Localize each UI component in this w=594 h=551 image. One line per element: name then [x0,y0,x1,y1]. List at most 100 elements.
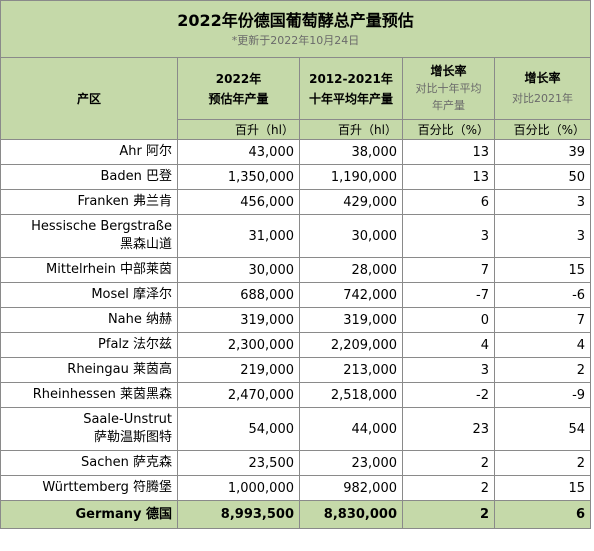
average-cell: 429,000 [299,189,403,215]
header-average-line2: 十年平均年产量 [308,91,393,106]
growth-10yr-cell: 3 [402,357,495,383]
estimate-cell: 43,000 [177,139,300,165]
table-row: Mosel 摩泽尔 688,000 742,000 -7 -6 [0,282,592,308]
growth-2021-cell: 54 [493,407,592,451]
table-row: Saale-Unstrut 萨勒温斯图特 54,000 44,000 23 54 [0,407,592,451]
header-growth-10yr-line1: 增长率 [430,64,467,78]
header-estimate-line1: 2022年 [215,71,262,86]
growth-2021-cell: 39 [493,139,592,165]
average-cell: 2,209,000 [299,332,403,358]
table-row: Rheingau 莱茵高 219,000 213,000 3 2 [0,357,592,383]
growth-10yr-cell: -2 [402,382,495,408]
growth-10yr-cell: 3 [402,214,495,258]
header-average-line1: 2012-2021年 [309,71,393,86]
table-title: 2022年份德国葡萄酵总产量预估 [177,11,414,30]
table-row: Ahr 阿尔 43,000 38,000 13 39 [0,139,592,165]
estimate-cell: 456,000 [177,189,300,215]
region-cell: Sachen 萨克森 [0,450,178,476]
average-cell: 44,000 [299,407,403,451]
table-row: Rheinhessen 莱茵黑森 2,470,000 2,518,000 -2 … [0,382,592,408]
estimate-cell: 2,470,000 [177,382,300,408]
header-growth-10yr-line2: 对比十年平均 [415,82,482,95]
estimate-cell: 23,500 [177,450,300,476]
growth-2021-cell: 4 [493,332,592,358]
estimate-cell: 319,000 [177,307,300,333]
table-row: Pfalz 法尔兹 2,300,000 2,209,000 4 4 [0,332,592,358]
total-growth-2021-cell: 6 [493,500,592,529]
estimate-cell: 688,000 [177,282,300,308]
growth-10yr-cell: 13 [402,164,495,190]
estimate-cell: 1,350,000 [177,164,300,190]
table-row: Baden 巴登 1,350,000 1,190,000 13 50 [0,164,592,190]
growth-10yr-cell: 2 [402,450,495,476]
growth-10yr-cell: 6 [402,189,495,215]
estimate-cell: 31,000 [177,214,300,258]
average-cell: 30,000 [299,214,403,258]
total-region-cell: Germany 德国 [0,500,178,529]
table-row: Hessische Bergstraße 黑森山道 31,000 30,000 … [0,214,592,258]
growth-10yr-cell: 2 [402,475,495,501]
growth-2021-cell: 2 [493,450,592,476]
growth-2021-cell: 7 [493,307,592,333]
region-cell: Saale-Unstrut 萨勒温斯图特 [0,407,178,451]
growth-2021-cell: -6 [493,282,592,308]
header-estimate: 2022年 预估年产量 [177,57,300,120]
region-cell: Pfalz 法尔兹 [0,332,178,358]
header-growth-2021-line1: 增长率 [524,71,561,85]
growth-2021-cell: 2 [493,357,592,383]
growth-10yr-cell: 0 [402,307,495,333]
region-name-line1: Saale-Unstrut [83,412,172,427]
growth-10yr-cell: -7 [402,282,495,308]
region-name-line2: 黑森山道 [119,237,172,252]
average-cell: 319,000 [299,307,403,333]
region-cell: Rheinhessen 莱茵黑森 [0,382,178,408]
estimate-cell: 54,000 [177,407,300,451]
average-cell: 1,190,000 [299,164,403,190]
growth-2021-cell: 3 [493,189,592,215]
table-subtitle: *更新于2022年10月24日 [231,34,360,47]
region-cell: Franken 弗兰肯 [0,189,178,215]
growth-2021-cell: 50 [493,164,592,190]
growth-2021-cell: 3 [493,214,592,258]
average-cell: 38,000 [299,139,403,165]
unit-average: 百升（hl） [299,119,403,140]
header-growth-10yr: 增长率 对比十年平均 年产量 [402,57,495,120]
estimate-cell: 219,000 [177,357,300,383]
table-row: Mittelrhein 中部莱茵 30,000 28,000 7 15 [0,257,592,283]
growth-2021-cell: -9 [493,382,592,408]
header-region: 产区 [0,57,178,140]
region-name-line1: Hessische Bergstraße [31,219,172,234]
header-estimate-line2: 预估年产量 [208,91,269,106]
table-row: Württemberg 符腾堡 1,000,000 982,000 2 15 [0,475,592,501]
unit-growth-10yr: 百分比（%） [402,119,495,140]
region-name-line2: 萨勒温斯图特 [93,430,172,445]
header-growth-2021-line2: 对比2021年 [512,92,574,105]
average-cell: 742,000 [299,282,403,308]
production-table: 2022年份德国葡萄酵总产量预估 *更新于2022年10月24日 产区 2022… [0,0,592,529]
estimate-cell: 30,000 [177,257,300,283]
growth-10yr-cell: 4 [402,332,495,358]
average-cell: 2,518,000 [299,382,403,408]
region-cell: Hessische Bergstraße 黑森山道 [0,214,178,258]
growth-2021-cell: 15 [493,257,592,283]
unit-estimate: 百升（hl） [177,119,300,140]
total-growth-10yr-cell: 2 [402,500,495,529]
region-cell: Ahr 阿尔 [0,139,178,165]
average-cell: 213,000 [299,357,403,383]
region-cell: Rheingau 莱茵高 [0,357,178,383]
region-cell: Mittelrhein 中部莱茵 [0,257,178,283]
average-cell: 28,000 [299,257,403,283]
table-row: Franken 弗兰肯 456,000 429,000 6 3 [0,189,592,215]
header-growth-2021: 增长率 对比2021年 [493,57,592,120]
table-row: Nahe 纳赫 319,000 319,000 0 7 [0,307,592,333]
total-row: Germany 德国 8,993,500 8,830,000 2 6 [0,500,592,529]
title-cell: 2022年份德国葡萄酵总产量预估 *更新于2022年10月24日 [0,0,592,58]
total-average-cell: 8,830,000 [299,500,403,529]
header-average: 2012-2021年 十年平均年产量 [299,57,403,120]
growth-10yr-cell: 13 [402,139,495,165]
growth-10yr-cell: 23 [402,407,495,451]
average-cell: 982,000 [299,475,403,501]
unit-growth-2021: 百分比（%） [493,119,592,140]
table-row: Sachen 萨克森 23,500 23,000 2 2 [0,450,592,476]
growth-10yr-cell: 7 [402,257,495,283]
